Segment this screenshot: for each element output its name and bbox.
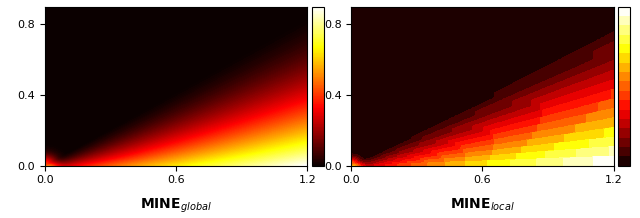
Text: $\mathbf{MINE}_{global}$: $\mathbf{MINE}_{global}$ <box>140 197 212 215</box>
Text: $\mathbf{MINE}_{local}$: $\mathbf{MINE}_{local}$ <box>450 197 515 213</box>
